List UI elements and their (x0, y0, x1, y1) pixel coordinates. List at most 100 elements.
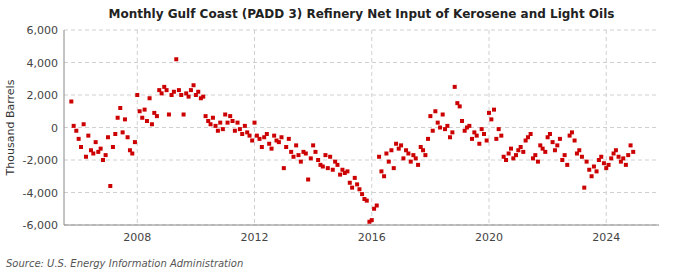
point (150, 122, 154, 126)
point (236, 121, 240, 125)
point (436, 121, 440, 125)
point (507, 152, 511, 156)
point (72, 124, 76, 128)
point (497, 127, 501, 131)
axes: -6,000-4,000-2,00002,0004,0006,000200820… (23, 24, 659, 244)
point (106, 135, 110, 139)
point (558, 137, 562, 141)
point (414, 156, 418, 160)
point (577, 148, 581, 152)
point (189, 88, 193, 92)
y-tick-label: 6,000 (27, 24, 59, 37)
point (350, 186, 354, 190)
point (592, 165, 596, 169)
point (79, 145, 83, 149)
point (94, 140, 98, 144)
point (214, 124, 218, 128)
point (458, 104, 462, 108)
point (399, 143, 403, 147)
point (621, 156, 625, 160)
point (272, 134, 276, 138)
point (563, 153, 567, 157)
point (631, 150, 635, 154)
point (536, 160, 540, 164)
point (357, 187, 361, 191)
point (177, 88, 181, 92)
point (296, 153, 300, 157)
point (375, 204, 379, 208)
point (426, 137, 430, 141)
point (509, 147, 513, 151)
point (365, 199, 369, 203)
point (299, 160, 303, 164)
point (243, 124, 247, 128)
point (467, 124, 471, 128)
point (138, 109, 142, 113)
point (585, 160, 589, 164)
point (475, 134, 479, 138)
point (250, 139, 254, 143)
point (282, 166, 286, 170)
point (196, 90, 200, 94)
y-tick-label: -4,000 (23, 187, 58, 200)
point (624, 163, 628, 167)
point (345, 169, 349, 173)
point (326, 166, 330, 170)
point (145, 119, 149, 123)
x-tick-label: 2020 (475, 231, 503, 244)
point (489, 117, 493, 121)
point (548, 132, 552, 136)
point (533, 153, 537, 157)
point (209, 122, 213, 126)
point (231, 119, 235, 123)
point (74, 129, 78, 133)
y-grid-line (64, 225, 659, 226)
point (304, 152, 308, 156)
point (287, 137, 291, 141)
point (306, 178, 310, 182)
point (248, 134, 252, 138)
point (555, 143, 559, 147)
point (529, 132, 533, 136)
point (294, 143, 298, 147)
x-tick-label: 2012 (241, 231, 269, 244)
point (629, 143, 633, 147)
point (84, 155, 88, 159)
point (143, 108, 147, 112)
point (172, 90, 176, 94)
point (311, 143, 315, 147)
y-tick-label: -2,000 (23, 154, 58, 167)
point (521, 150, 525, 154)
point (423, 153, 427, 157)
point (406, 152, 410, 156)
point (279, 135, 283, 139)
point (216, 129, 220, 133)
point (192, 83, 196, 87)
point (253, 121, 257, 125)
x-grid-line (606, 30, 607, 225)
point (382, 174, 386, 178)
point (321, 165, 325, 169)
point (617, 155, 621, 159)
point (323, 153, 327, 157)
x-grid-line (137, 30, 138, 225)
point (409, 160, 413, 164)
y-grid-line (64, 95, 659, 96)
point (607, 163, 611, 167)
point (313, 150, 317, 154)
point (441, 113, 445, 117)
point (218, 121, 222, 125)
point (492, 108, 496, 112)
point (204, 114, 208, 118)
chart: Monthly Gulf Coast (PADD 3) Refinery Net… (0, 0, 675, 275)
y-axis-label: Thousand Barrels (4, 79, 17, 176)
point (609, 156, 613, 160)
point (316, 158, 320, 162)
point (155, 114, 159, 118)
point (187, 95, 191, 99)
x-grid-line (254, 30, 255, 225)
point (590, 174, 594, 178)
point (453, 85, 457, 89)
point (104, 153, 108, 157)
point (240, 132, 244, 136)
